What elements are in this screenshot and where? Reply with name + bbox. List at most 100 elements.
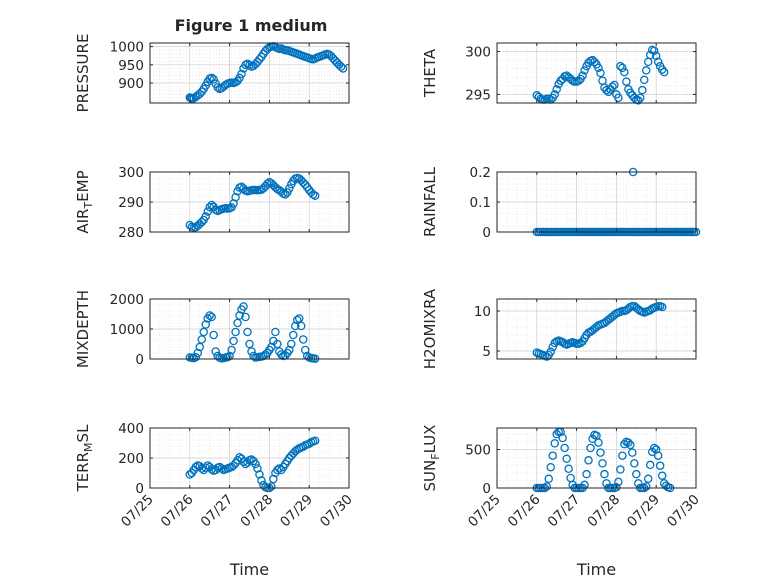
data-point bbox=[277, 350, 286, 359]
data-point bbox=[622, 77, 631, 86]
data-point bbox=[626, 440, 635, 450]
y-axis-label-part: TERR bbox=[74, 452, 92, 493]
data-point bbox=[657, 471, 667, 480]
data-point bbox=[211, 205, 220, 215]
y-axis-label: THETA bbox=[421, 48, 439, 98]
y-tick-label: 280 bbox=[118, 225, 144, 241]
data-point bbox=[247, 347, 256, 356]
y-axis-label: TERRMSL bbox=[74, 424, 95, 493]
data-point bbox=[638, 85, 647, 95]
data-point bbox=[233, 318, 242, 328]
data-point bbox=[223, 352, 232, 362]
data-point bbox=[310, 191, 320, 200]
y-tick-label: 900 bbox=[118, 76, 144, 92]
axes-box bbox=[496, 42, 697, 104]
data-point bbox=[640, 75, 649, 85]
data-point bbox=[205, 311, 214, 320]
data-point bbox=[634, 96, 643, 105]
data-point bbox=[562, 454, 571, 464]
data-point bbox=[608, 82, 617, 91]
data-point bbox=[546, 347, 555, 357]
data-point bbox=[207, 464, 216, 474]
data-point bbox=[548, 342, 557, 352]
y-tick-label: 500 bbox=[465, 443, 491, 459]
data-point bbox=[269, 474, 278, 484]
data-point bbox=[620, 439, 629, 449]
figure-title: Figure 1 medium bbox=[175, 16, 328, 35]
y-axis-label: AIRTEMP bbox=[74, 170, 95, 233]
data-point bbox=[580, 66, 589, 75]
y-axis-label: RAINFALL bbox=[421, 166, 439, 237]
data-point bbox=[618, 451, 627, 460]
y-tick-label: 200 bbox=[118, 451, 144, 467]
data-point bbox=[300, 345, 310, 355]
data-point bbox=[243, 327, 252, 337]
y-tick-label: 290 bbox=[118, 195, 144, 211]
data-point bbox=[550, 439, 559, 448]
data-point bbox=[231, 327, 240, 337]
data-point bbox=[338, 64, 348, 73]
data-point bbox=[231, 192, 240, 202]
data-point bbox=[271, 327, 280, 337]
data-point bbox=[245, 339, 254, 349]
y-tick-label: 295 bbox=[465, 87, 491, 103]
data-point bbox=[213, 83, 222, 92]
data-point bbox=[310, 436, 320, 445]
data-point bbox=[294, 314, 304, 323]
data-point bbox=[596, 448, 605, 457]
y-tick-label: 300 bbox=[118, 165, 144, 181]
data-point bbox=[199, 327, 208, 337]
y-axis-label: SUNFLUX bbox=[421, 425, 442, 492]
y-axis-label-subscript: M bbox=[82, 442, 95, 452]
data-point bbox=[550, 90, 559, 99]
y-axis-label: MIXDEPTH bbox=[74, 290, 92, 368]
data-point bbox=[336, 62, 346, 71]
x-axis-label: Time bbox=[576, 560, 616, 579]
axes-box bbox=[496, 298, 697, 360]
data-point bbox=[257, 476, 266, 485]
y-axis-label-part: SUN bbox=[421, 460, 439, 492]
panel-3: 280 290 300 AIRTEMP bbox=[74, 165, 350, 241]
data-point bbox=[643, 474, 653, 484]
data-point bbox=[227, 345, 236, 355]
data-point bbox=[626, 88, 635, 97]
panel-4: 0 0.1 0.2 RAINFALL bbox=[421, 165, 701, 241]
data-point bbox=[653, 57, 663, 67]
data-point bbox=[217, 464, 226, 473]
y-axis-label-part: LUX bbox=[421, 425, 439, 454]
data-point bbox=[197, 335, 206, 344]
data-point bbox=[616, 465, 625, 474]
data-point bbox=[574, 76, 583, 85]
data-point bbox=[267, 482, 276, 491]
data-point bbox=[255, 55, 264, 64]
data-point bbox=[659, 67, 669, 77]
y-axis-label-subscript: T bbox=[82, 202, 95, 210]
data-point bbox=[594, 438, 603, 447]
data-point bbox=[614, 93, 623, 103]
data-point bbox=[201, 320, 210, 329]
data-point bbox=[653, 451, 663, 460]
y-tick-label: 2000 bbox=[110, 292, 144, 308]
data-point bbox=[281, 190, 290, 199]
y-tick-label: 10 bbox=[474, 304, 491, 320]
x-axis-label: Time bbox=[229, 560, 269, 579]
y-tick-label: 0 bbox=[135, 481, 144, 497]
data-point bbox=[600, 469, 609, 479]
data-point bbox=[586, 443, 595, 453]
data-point bbox=[645, 460, 655, 470]
data-point bbox=[624, 438, 633, 447]
y-axis-label-part: AIR bbox=[74, 209, 92, 234]
data-point bbox=[285, 345, 294, 355]
data-point bbox=[253, 464, 262, 473]
data-point bbox=[558, 433, 567, 443]
data-point bbox=[229, 461, 238, 470]
data-point bbox=[287, 339, 296, 349]
data-point bbox=[207, 73, 216, 83]
data-point bbox=[209, 75, 218, 84]
y-tick-label: 1000 bbox=[110, 322, 144, 338]
data-point bbox=[598, 459, 607, 468]
data-point bbox=[191, 352, 201, 362]
data-point bbox=[209, 330, 218, 340]
data-point bbox=[195, 89, 204, 99]
data-point bbox=[630, 459, 639, 468]
